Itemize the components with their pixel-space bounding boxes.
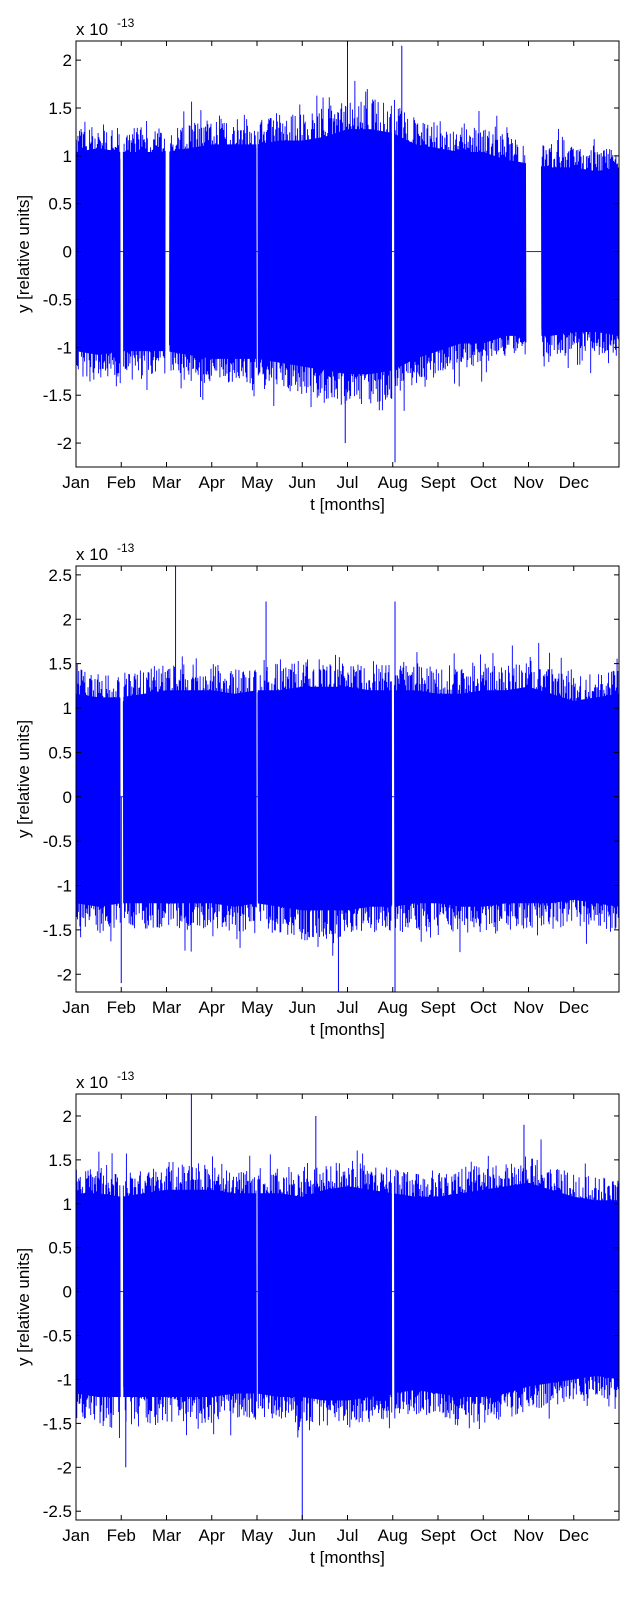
y-tick-label: -2 (57, 434, 72, 453)
chart-1: 2 1.5 1 0.5 0 -0.5 -1 -1.5 -2 Jan Feb Mar Apr May Jun J… (14, 16, 620, 514)
axis-multiplier: x 10 (76, 545, 108, 564)
y-tick-label: 2.5 (48, 566, 72, 585)
x-tick-label: Nov (513, 1526, 544, 1545)
x-tick-label: Feb (107, 998, 136, 1017)
axis-multiplier-exponent: -13 (117, 1069, 135, 1083)
x-axis-label: t [months] (310, 1020, 385, 1039)
x-tick-label: Sept (421, 1526, 456, 1545)
x-tick-label: Jan (62, 1526, 89, 1545)
y-tick-label: -1 (57, 877, 72, 896)
chart-2: 2.5 2 1.5 1 0.5 0 -0.5 -1 -1.5 -2 Jan Feb Mar Apr May J… (14, 541, 620, 1039)
x-tick-label: Aug (378, 998, 408, 1017)
x-tick-label: Aug (378, 473, 408, 492)
y-axis-label: y [relative units] (14, 195, 33, 313)
series-band (76, 1193, 121, 1398)
x-tick-label: Dec (559, 998, 590, 1017)
x-tick-label: Nov (513, 998, 544, 1017)
y-tick-label: -1.5 (43, 1414, 72, 1433)
x-tick-label: Apr (199, 473, 226, 492)
y-axis-label: y [relative units] (14, 720, 33, 838)
x-tick-label: Apr (199, 1526, 226, 1545)
y-tick-label: 0.5 (48, 1239, 72, 1258)
x-tick-label: Oct (470, 473, 497, 492)
x-tick-label: Oct (470, 998, 497, 1017)
x-tick-label: Jan (62, 998, 89, 1017)
y-tick-label: 0 (63, 1283, 72, 1302)
x-tick-label: Aug (378, 1526, 408, 1545)
x-tick-label: Jan (62, 473, 89, 492)
x-tick-label: Feb (107, 1526, 136, 1545)
axis-multiplier-exponent: -13 (117, 16, 135, 30)
series-band (257, 686, 392, 911)
series-band (394, 1182, 619, 1398)
series-band (169, 144, 257, 359)
series-band (257, 129, 392, 375)
series-band (76, 148, 121, 355)
x-tick-label: Jul (337, 998, 359, 1017)
series-band (123, 152, 166, 352)
series-band (257, 1186, 392, 1401)
y-tick-label: -2 (57, 965, 72, 984)
x-tick-label: Sept (421, 473, 456, 492)
x-tick-label: Mar (152, 1526, 182, 1545)
y-tick-label: 1.5 (48, 1151, 72, 1170)
y-tick-label: 1 (63, 699, 72, 718)
y-tick-label: 2 (63, 51, 72, 70)
y-tick-label: 1 (63, 1195, 72, 1214)
x-tick-label: Nov (513, 473, 544, 492)
y-tick-label: 0.5 (48, 743, 72, 762)
y-tick-label: 0 (63, 243, 72, 262)
x-tick-label: Jun (289, 1526, 316, 1545)
y-tick-label: 1.5 (48, 99, 72, 118)
series-band (541, 165, 619, 336)
x-tick-label: Jul (337, 1526, 359, 1545)
y-tick-label: 1 (63, 147, 72, 166)
y-tick-label: -0.5 (43, 832, 72, 851)
y-tick-label: 2 (63, 1107, 72, 1126)
axis-multiplier: x 10 (76, 1073, 108, 1092)
x-tick-label: Oct (470, 1526, 497, 1545)
x-tick-label: May (241, 998, 274, 1017)
x-tick-label: May (241, 473, 274, 492)
x-tick-label: Feb (107, 473, 136, 492)
y-axis-label: y [relative units] (14, 1248, 33, 1366)
y-tick-label: 0 (63, 788, 72, 807)
x-tick-label: Dec (559, 473, 590, 492)
y-tick-label: -0.5 (43, 290, 72, 309)
x-tick-label: Jul (337, 473, 359, 492)
series-band (394, 133, 526, 370)
series-band (76, 693, 121, 907)
x-tick-label: Mar (152, 473, 182, 492)
x-tick-label: Jun (289, 473, 316, 492)
y-tick-label: -1 (57, 338, 72, 357)
y-tick-label: -1 (57, 1370, 72, 1389)
series-band (394, 686, 619, 907)
x-tick-label: Mar (152, 998, 182, 1017)
y-tick-label: -1.5 (43, 921, 72, 940)
x-tick-label: May (241, 1526, 274, 1545)
y-tick-label: 2 (63, 610, 72, 629)
axis-multiplier-exponent: -13 (117, 541, 135, 555)
y-tick-label: -2.5 (43, 1502, 72, 1521)
y-tick-label: -0.5 (43, 1327, 72, 1346)
axis-multiplier: x 10 (76, 20, 108, 39)
series-band (123, 1189, 257, 1398)
y-tick-label: 1.5 (48, 655, 72, 674)
y-tick-label: -1.5 (43, 386, 72, 405)
x-tick-label: Apr (199, 998, 226, 1017)
series-band (123, 690, 257, 907)
y-tick-label: 0.5 (48, 195, 72, 214)
x-axis-label: t [months] (310, 1548, 385, 1567)
x-axis-label: t [months] (310, 495, 385, 514)
y-tick-label: -2 (57, 1458, 72, 1477)
x-tick-label: Dec (559, 1526, 590, 1545)
chart-3: 2 1.5 1 0.5 0 -0.5 -1 -1.5 -2 -2.5 Jan Feb Mar Apr May… (14, 1069, 620, 1567)
x-tick-label: Jun (289, 998, 316, 1017)
x-tick-label: Sept (421, 998, 456, 1017)
